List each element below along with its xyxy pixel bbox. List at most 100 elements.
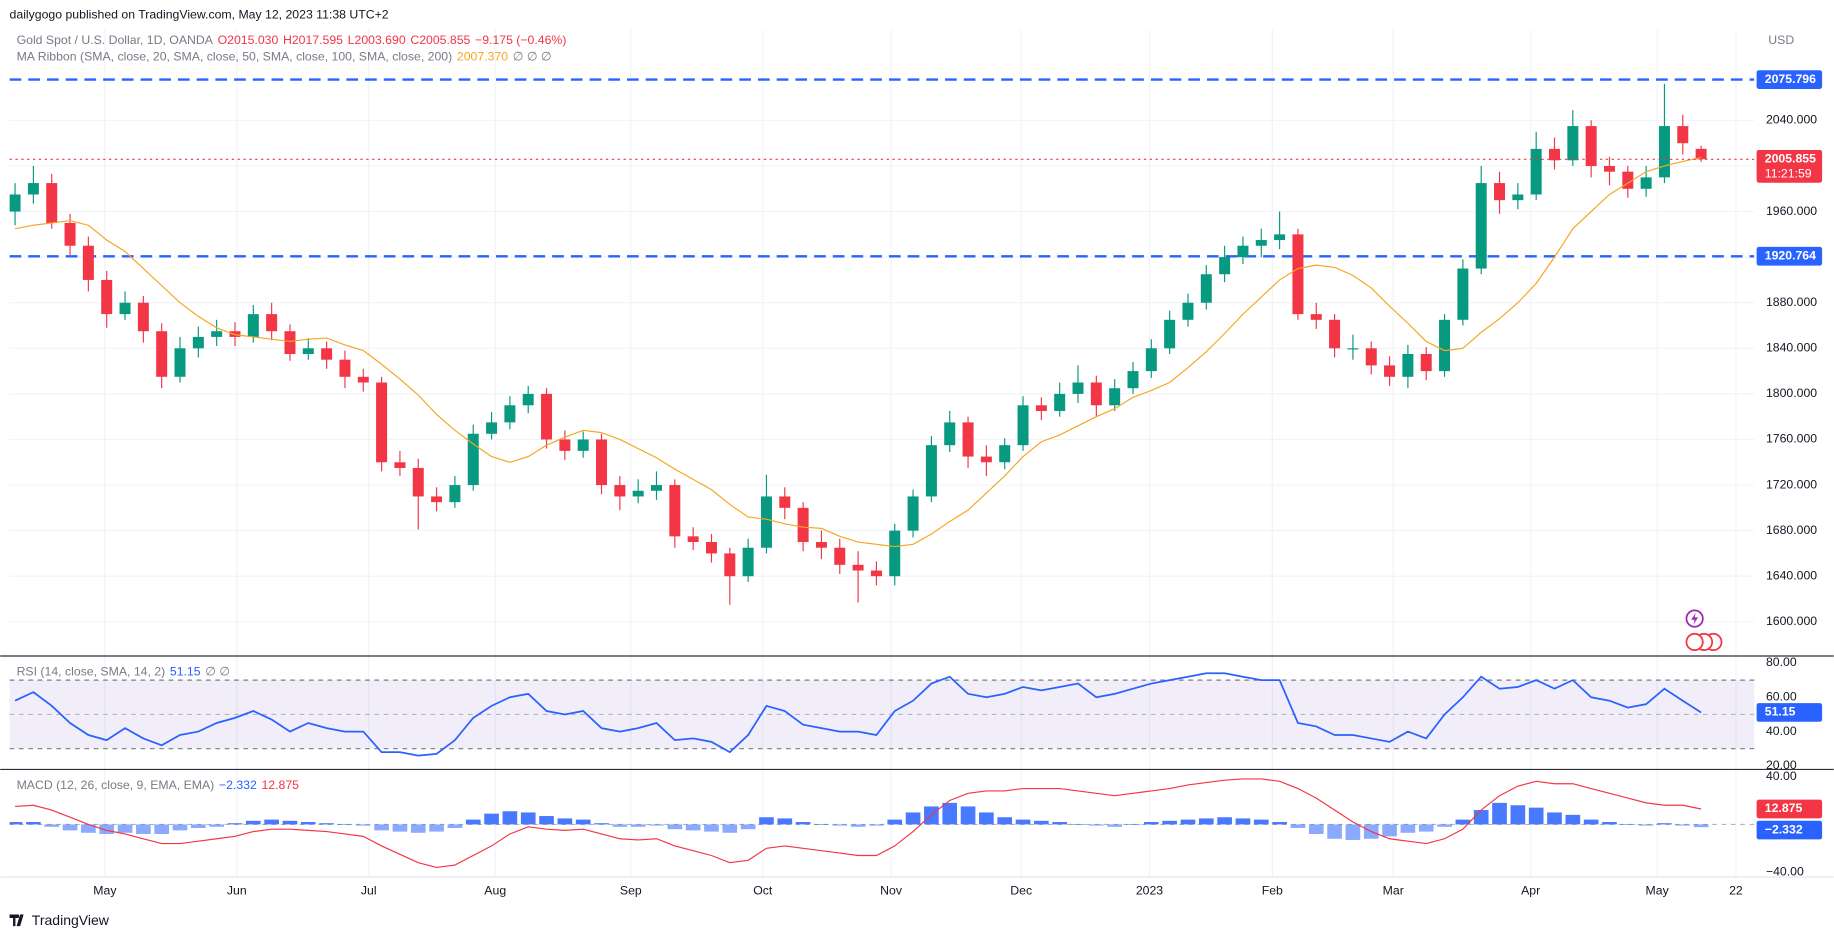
y-tick-label: 80.00 bbox=[1766, 655, 1797, 669]
macd-histogram-bar bbox=[1437, 824, 1452, 827]
y-tick-label: 1960.000 bbox=[1766, 204, 1817, 218]
y-tick-label: 1640.000 bbox=[1766, 568, 1817, 582]
candle-body bbox=[541, 393, 553, 440]
hline-label-box bbox=[1756, 246, 1823, 266]
macd-histogram-bar bbox=[795, 822, 811, 825]
legend-low: L2003.690 bbox=[348, 33, 406, 47]
macd-histogram-bar bbox=[1143, 822, 1159, 825]
macd-hist-value: −2.332 bbox=[219, 778, 257, 792]
macd-histogram-bar bbox=[1547, 812, 1562, 825]
candle-body bbox=[834, 547, 846, 565]
axis-layer: May Jun Jul Aug Sep Oct Nov Dec 2023 Feb Mar Apr May… bbox=[93, 70, 1823, 897]
macd-histogram-bar bbox=[960, 806, 976, 825]
y-tick-label: 1600.000 bbox=[1766, 614, 1817, 628]
macd-histogram-bar bbox=[1492, 802, 1507, 825]
candle-body bbox=[1329, 319, 1341, 349]
macd-histogram-bar bbox=[1638, 824, 1654, 826]
macd-histogram-bar bbox=[1034, 820, 1049, 825]
macd-line bbox=[15, 778, 1702, 869]
candle-body bbox=[119, 302, 131, 315]
macd-histogram-bar bbox=[759, 817, 774, 825]
candle-body bbox=[174, 348, 186, 377]
macd-histogram-bar bbox=[465, 819, 481, 825]
candle-body bbox=[1292, 234, 1304, 315]
legend-open: O2015.030 bbox=[218, 33, 279, 47]
candle-body bbox=[596, 439, 608, 486]
candle-body bbox=[1384, 365, 1396, 377]
candle-body bbox=[394, 462, 406, 468]
macd-hist-label-box bbox=[1756, 820, 1823, 840]
candle-body bbox=[1054, 393, 1066, 411]
macd-histogram-bar bbox=[1272, 822, 1287, 825]
macd-histogram-bar bbox=[1217, 817, 1232, 825]
candle-body bbox=[284, 331, 296, 355]
candle-body bbox=[1402, 354, 1414, 377]
event-icon bbox=[1691, 612, 1699, 625]
candle-body bbox=[412, 467, 424, 497]
macd-histogram-bar bbox=[1070, 824, 1086, 825]
macd-histogram-bar bbox=[722, 824, 738, 833]
candle-body bbox=[1347, 348, 1359, 350]
candle-body bbox=[962, 422, 974, 457]
macd-histogram-bar bbox=[1528, 807, 1544, 825]
legend-close: C2005.855 bbox=[410, 33, 470, 47]
candle-body bbox=[247, 314, 259, 337]
rsi-extra: ∅ ∅ bbox=[205, 665, 230, 679]
candle-body bbox=[614, 485, 626, 497]
macd-histogram-bar bbox=[172, 824, 188, 831]
hline-label: 2075.796 bbox=[1765, 72, 1816, 86]
price-label: 2005.855 bbox=[1765, 152, 1816, 166]
candle-body bbox=[1585, 126, 1597, 166]
candle-body bbox=[705, 542, 717, 554]
macd-histogram-bar bbox=[99, 824, 115, 834]
macd-histogram-bar bbox=[630, 824, 646, 827]
y-tick-label: 20.00 bbox=[1766, 758, 1797, 772]
candle-body bbox=[1274, 234, 1286, 241]
rsi-value: 51.15 bbox=[170, 665, 201, 679]
candle-body bbox=[1164, 319, 1176, 349]
macd-histogram-bar bbox=[337, 824, 353, 825]
macd-histogram-bar bbox=[429, 824, 444, 832]
candle-body bbox=[1017, 405, 1029, 446]
macd-histogram-bar bbox=[1602, 822, 1617, 825]
macd-histogram-bar bbox=[1400, 824, 1416, 833]
macd-histogram-bar bbox=[1235, 818, 1251, 825]
candle-body bbox=[9, 194, 21, 212]
candle-body bbox=[431, 496, 443, 503]
candle-body bbox=[852, 564, 864, 571]
x-tick-label: Oct bbox=[753, 883, 773, 897]
macd-histogram-bar bbox=[502, 811, 518, 825]
candle-body bbox=[1237, 245, 1249, 258]
price-legend: Gold Spot / U.S. Dollar, 1D, OANDA O2015.… bbox=[17, 33, 567, 47]
event-icons bbox=[1685, 609, 1723, 652]
macd-histogram-bar bbox=[905, 812, 921, 825]
macd-histogram-bar bbox=[191, 824, 206, 828]
y-tick-label: 1680.000 bbox=[1766, 523, 1817, 537]
y-tick-label: 40.00 bbox=[1766, 724, 1797, 738]
macd-histogram-bar bbox=[1565, 814, 1581, 825]
candle-body bbox=[760, 496, 772, 548]
candle-body bbox=[1090, 382, 1102, 406]
candle-body bbox=[669, 485, 681, 537]
macd-line-value: 12.875 bbox=[261, 778, 299, 792]
x-tick-label: Nov bbox=[880, 883, 903, 897]
plot-layer bbox=[9, 78, 1755, 869]
macd-histogram-bar bbox=[1418, 824, 1434, 832]
candle-body bbox=[357, 376, 369, 383]
macd-histogram-bar bbox=[594, 823, 609, 825]
macd-histogram-bar bbox=[704, 824, 719, 832]
macd-legend: MACD (12, 26, close, 9, EMA, EMA) −2.332 1… bbox=[17, 778, 300, 792]
macd-histogram-bar bbox=[1510, 805, 1526, 825]
candle-body bbox=[797, 507, 809, 543]
candle-body bbox=[486, 422, 498, 434]
candle-body bbox=[1457, 268, 1469, 320]
macd-histogram-bar bbox=[667, 824, 683, 830]
macd-histogram-bar bbox=[1180, 819, 1196, 825]
candle-body bbox=[1420, 354, 1432, 372]
macd-histogram-bar bbox=[979, 812, 994, 825]
macd-histogram-bar bbox=[1473, 810, 1489, 825]
candle-body bbox=[724, 553, 736, 577]
candle-body bbox=[1622, 171, 1634, 189]
legend-high: H2017.595 bbox=[283, 33, 343, 47]
x-tick-label: May bbox=[93, 883, 117, 897]
